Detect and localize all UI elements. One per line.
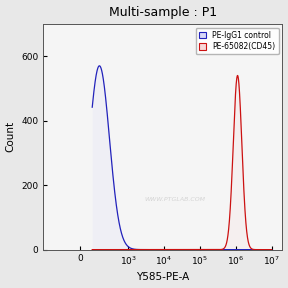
Y-axis label: Count: Count xyxy=(5,121,16,152)
Legend: PE-IgG1 control, PE-65082(CD45): PE-IgG1 control, PE-65082(CD45) xyxy=(196,28,278,54)
X-axis label: Y585-PE-A: Y585-PE-A xyxy=(136,272,190,283)
Text: WWW.PTGLAB.COM: WWW.PTGLAB.COM xyxy=(144,198,205,202)
Title: Multi-sample : P1: Multi-sample : P1 xyxy=(109,5,217,18)
